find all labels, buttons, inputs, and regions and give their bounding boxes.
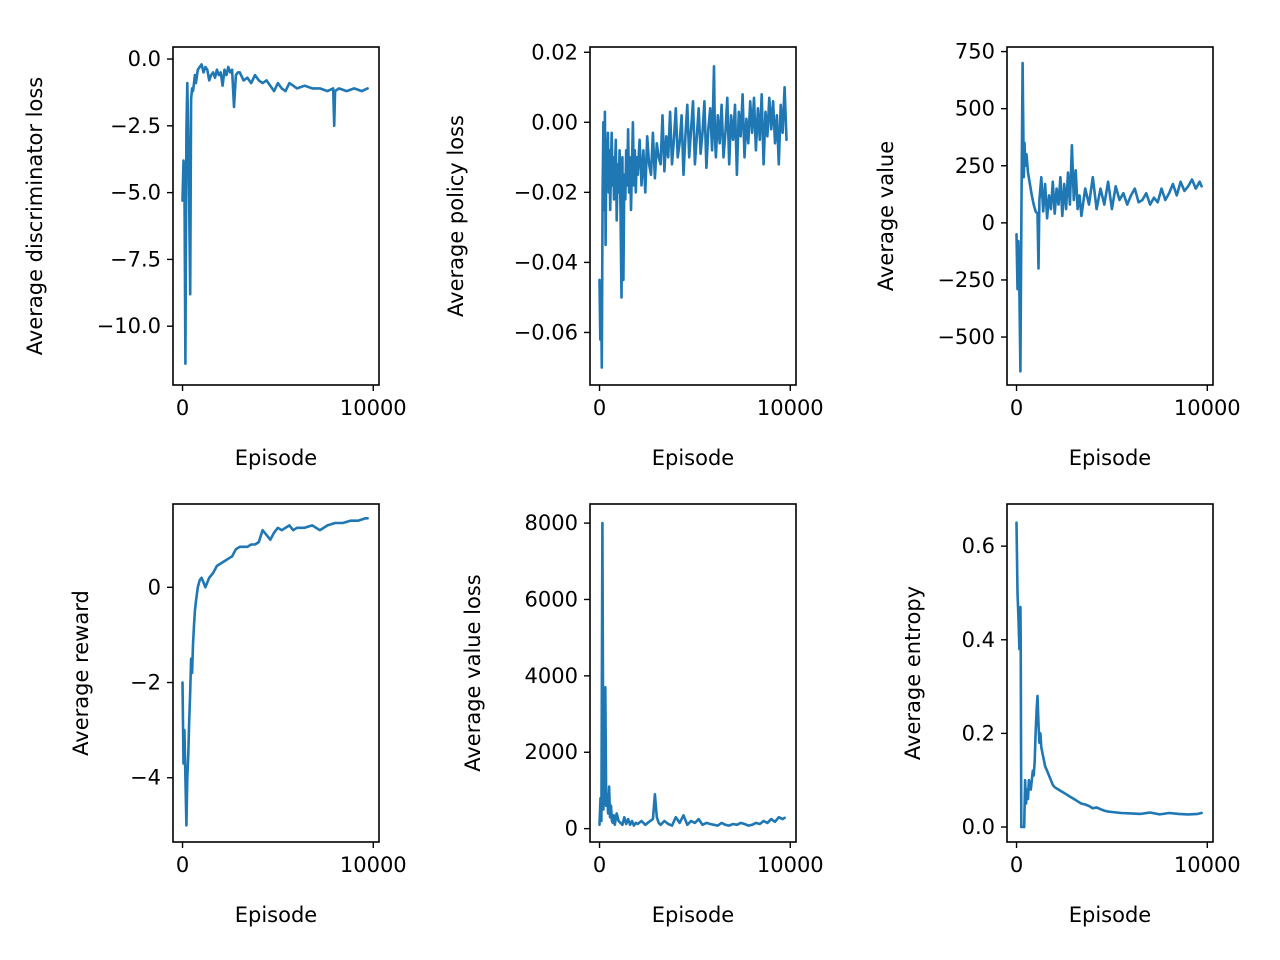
y-tick-label-3-2: −4: [130, 766, 161, 790]
x-tick-label-5-1: 10000: [1174, 853, 1241, 877]
axes-frame-1: [589, 46, 797, 386]
chart-panel-3: 0 10000 0 −2 −4 Episode Average reward: [69, 503, 407, 927]
x-axis-label-5: Episode: [1069, 903, 1151, 927]
y-tick-label-2-5: −500: [937, 325, 995, 349]
axes-frame-4: [589, 503, 797, 843]
y-tick-label-1-4: −0.06: [514, 320, 578, 344]
axes-frame-3: [172, 503, 380, 843]
x-tick-label-4-1: 10000: [757, 853, 824, 877]
y-tick-label-4-4: 0: [565, 817, 578, 841]
axes-frame-0: [172, 46, 380, 386]
y-tick-label-4-1: 6000: [525, 587, 578, 611]
chart-panel-1: 0 10000 0.02 0.00 −0.02 −0.04 −0.06 Episode Aver…: [444, 40, 824, 470]
y-axis-label-3: Average reward: [69, 590, 93, 756]
y-tick-label-3-1: −2: [130, 671, 161, 695]
y-axis-label-1: Average policy loss: [444, 115, 468, 317]
chart-panel-2: 0 10000 750 500 250 0 −250 −500 Episode Average v…: [874, 40, 1241, 470]
y-tick-label-5-0: 0.6: [962, 534, 995, 558]
x-tick-label-1-1: 10000: [757, 396, 824, 420]
y-axis-label-0: Average discriminator loss: [23, 77, 47, 355]
y-tick-label-5-2: 0.2: [962, 721, 995, 745]
x-tick-label-5-0: 0: [1010, 853, 1023, 877]
x-axis-label-2: Episode: [1069, 446, 1151, 470]
y-tick-label-2-2: 250: [955, 154, 995, 178]
y-tick-label-0-3: −7.5: [110, 247, 161, 271]
chart-panel-0: 0 10000 0.0 −2.5 −5.0 −7.5 −10.0 Episode Average…: [23, 46, 407, 470]
x-tick-label-2-1: 10000: [1174, 396, 1241, 420]
x-tick-label-4-0: 0: [593, 853, 606, 877]
x-tick-label-0-0: 0: [176, 396, 189, 420]
y-tick-label-2-0: 750: [955, 40, 995, 64]
y-tick-label-0-1: −2.5: [110, 114, 161, 138]
y-tick-label-0-4: −10.0: [97, 314, 161, 338]
y-tick-label-2-3: 0: [982, 211, 995, 235]
y-tick-label-4-2: 4000: [525, 664, 578, 688]
x-axis-label-1: Episode: [652, 446, 734, 470]
y-tick-label-0-2: −5.0: [110, 181, 161, 205]
y-tick-label-1-2: −0.02: [514, 180, 578, 204]
series-line-5-0: [1015, 521, 1203, 829]
y-tick-label-5-3: 0.0: [962, 815, 995, 839]
series-line-2-0: [1015, 61, 1203, 373]
y-tick-label-1-0: 0.02: [531, 40, 578, 64]
y-axis-label-5: Average entropy: [901, 586, 925, 760]
x-tick-label-0-1: 10000: [340, 396, 407, 420]
x-axis-label-0: Episode: [235, 446, 317, 470]
y-tick-label-1-1: 0.00: [531, 110, 578, 134]
y-axis-label-4: Average value loss: [461, 574, 485, 772]
y-tick-label-4-3: 2000: [525, 740, 578, 764]
y-tick-label-1-3: −0.04: [514, 250, 578, 274]
chart-panel-4: 0 10000 8000 6000 4000 2000 0 Episode Average va…: [461, 503, 824, 927]
x-tick-label-3-0: 0: [176, 853, 189, 877]
x-tick-label-1-0: 0: [593, 396, 606, 420]
axes-frame-2: [1006, 46, 1214, 386]
x-tick-label-3-1: 10000: [340, 853, 407, 877]
x-tick-label-2-0: 0: [1010, 396, 1023, 420]
y-axis-label-2: Average value: [874, 141, 898, 291]
x-axis-label-3: Episode: [235, 903, 317, 927]
y-tick-label-0-0: 0.0: [128, 47, 161, 71]
x-axis-label-4: Episode: [652, 903, 734, 927]
axes-frame-5: [1006, 503, 1214, 843]
series-line-4-0: [598, 521, 786, 827]
chart-panel-5: 0 10000 0.6 0.4 0.2 0.0 Episode Average entropy: [901, 503, 1241, 927]
y-tick-label-4-0: 8000: [525, 511, 578, 535]
series-line-0-0: [181, 63, 369, 365]
y-tick-label-5-1: 0.4: [962, 628, 995, 652]
y-tick-label-2-1: 500: [955, 97, 995, 121]
series-line-1-0: [598, 65, 788, 369]
series-line-3-0: [181, 517, 369, 827]
y-tick-label-3-0: 0: [148, 575, 161, 599]
y-tick-label-2-4: −250: [937, 268, 995, 292]
